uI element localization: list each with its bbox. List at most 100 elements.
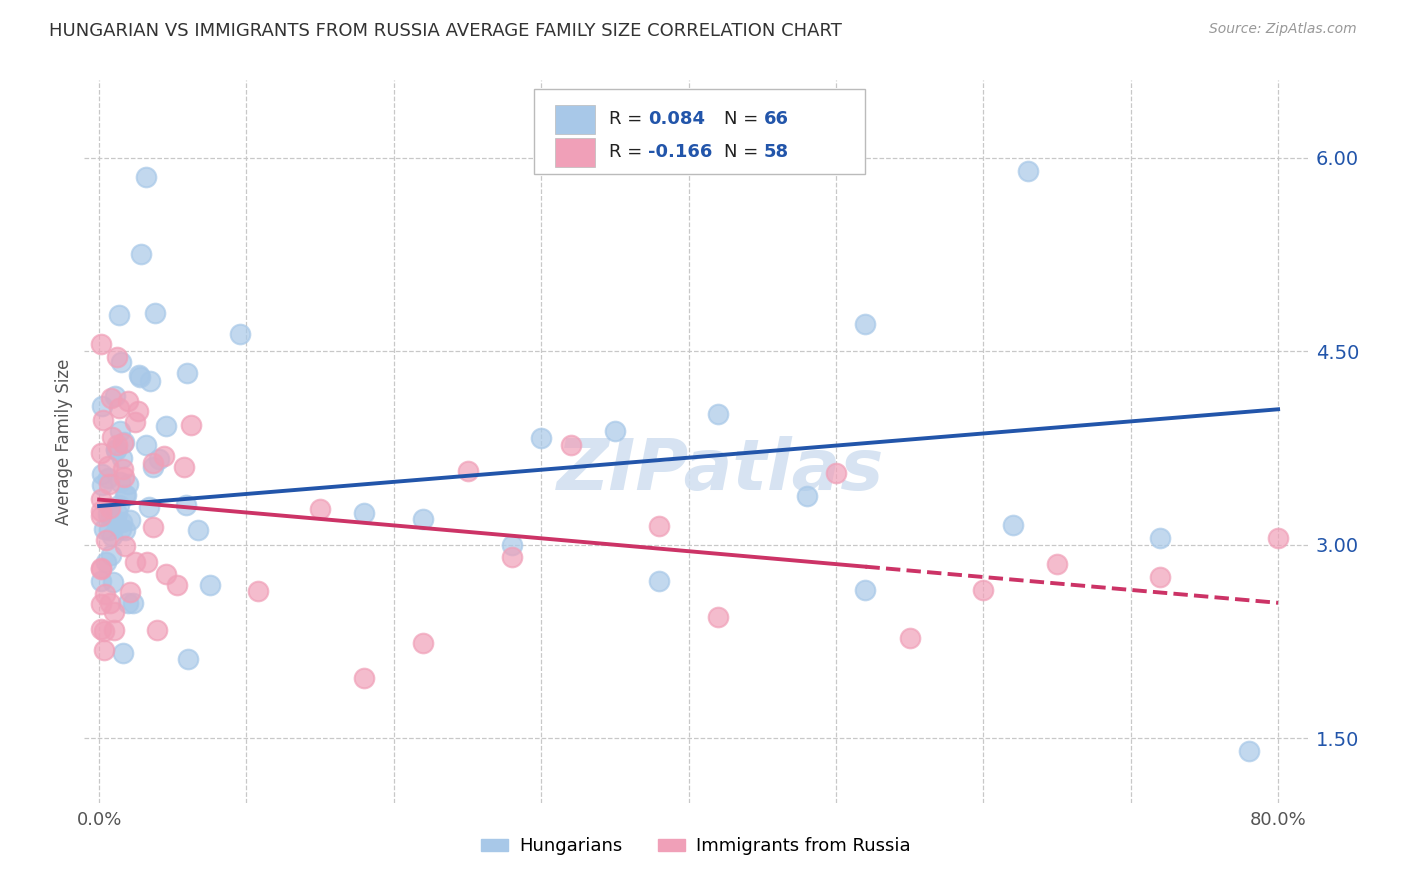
Hungarians bbox=[648, 574, 671, 588]
Immigrants from Russia bbox=[94, 587, 117, 601]
Immigrants from Russia bbox=[97, 458, 120, 473]
Immigrants from Russia bbox=[155, 566, 177, 581]
Hungarians bbox=[111, 515, 134, 529]
Immigrants from Russia bbox=[173, 460, 195, 475]
Text: 0.084: 0.084 bbox=[648, 110, 706, 128]
Hungarians bbox=[105, 514, 128, 528]
Hungarians bbox=[707, 408, 730, 422]
Hungarians bbox=[101, 575, 124, 590]
Legend: Hungarians, Immigrants from Russia: Hungarians, Immigrants from Russia bbox=[474, 830, 918, 863]
Hungarians bbox=[138, 500, 160, 514]
Hungarians bbox=[112, 435, 135, 450]
Hungarians bbox=[142, 459, 165, 474]
Immigrants from Russia bbox=[98, 477, 121, 491]
Hungarians bbox=[105, 442, 128, 456]
Immigrants from Russia bbox=[90, 508, 112, 523]
Hungarians bbox=[97, 507, 120, 521]
Immigrants from Russia bbox=[90, 622, 112, 636]
Immigrants from Russia bbox=[180, 418, 202, 433]
Immigrants from Russia bbox=[90, 446, 112, 460]
Hungarians bbox=[115, 488, 138, 502]
Immigrants from Russia bbox=[114, 540, 136, 554]
Immigrants from Russia bbox=[101, 430, 124, 444]
Hungarians bbox=[128, 368, 150, 382]
Immigrants from Russia bbox=[353, 671, 375, 685]
Text: 58: 58 bbox=[763, 143, 789, 161]
Immigrants from Russia bbox=[103, 605, 125, 619]
Hungarians bbox=[114, 523, 136, 537]
Immigrants from Russia bbox=[707, 609, 730, 624]
Immigrants from Russia bbox=[309, 502, 332, 516]
Immigrants from Russia bbox=[972, 582, 994, 597]
Immigrants from Russia bbox=[100, 392, 122, 406]
Hungarians bbox=[110, 354, 132, 368]
Text: N =: N = bbox=[724, 143, 763, 161]
Hungarians bbox=[122, 596, 145, 610]
Hungarians bbox=[412, 512, 434, 526]
Text: R =: R = bbox=[609, 143, 648, 161]
Hungarians bbox=[107, 499, 129, 513]
Immigrants from Russia bbox=[127, 404, 149, 418]
Immigrants from Russia bbox=[898, 632, 921, 646]
Hungarians bbox=[1017, 163, 1039, 178]
Hungarians bbox=[110, 475, 132, 489]
Immigrants from Russia bbox=[93, 643, 115, 657]
Text: N =: N = bbox=[724, 110, 763, 128]
Hungarians bbox=[117, 596, 139, 610]
Hungarians bbox=[603, 424, 626, 438]
Immigrants from Russia bbox=[457, 464, 479, 478]
Hungarians bbox=[104, 442, 127, 457]
Immigrants from Russia bbox=[246, 584, 269, 599]
Immigrants from Russia bbox=[90, 504, 112, 518]
Text: Source: ZipAtlas.com: Source: ZipAtlas.com bbox=[1209, 22, 1357, 37]
Immigrants from Russia bbox=[112, 436, 135, 450]
Immigrants from Russia bbox=[90, 491, 112, 506]
Immigrants from Russia bbox=[1046, 557, 1069, 571]
Hungarians bbox=[100, 509, 122, 524]
Hungarians bbox=[91, 467, 114, 481]
Immigrants from Russia bbox=[90, 597, 112, 611]
Hungarians bbox=[353, 506, 375, 520]
Immigrants from Russia bbox=[90, 561, 112, 575]
Hungarians bbox=[108, 308, 131, 322]
Hungarians bbox=[143, 306, 166, 320]
Immigrants from Russia bbox=[825, 467, 848, 481]
Hungarians bbox=[111, 646, 134, 660]
Text: R =: R = bbox=[609, 110, 648, 128]
Hungarians bbox=[129, 247, 152, 261]
Immigrants from Russia bbox=[111, 462, 134, 476]
Immigrants from Russia bbox=[103, 623, 125, 637]
Hungarians bbox=[855, 317, 877, 331]
Immigrants from Russia bbox=[648, 518, 671, 533]
Text: HUNGARIAN VS IMMIGRANTS FROM RUSSIA AVERAGE FAMILY SIZE CORRELATION CHART: HUNGARIAN VS IMMIGRANTS FROM RUSSIA AVER… bbox=[49, 22, 842, 40]
Hungarians bbox=[139, 374, 162, 388]
Hungarians bbox=[176, 366, 198, 380]
Hungarians bbox=[90, 574, 112, 588]
Hungarians bbox=[155, 418, 177, 433]
Hungarians bbox=[228, 327, 250, 342]
Immigrants from Russia bbox=[124, 555, 146, 569]
Immigrants from Russia bbox=[1149, 570, 1171, 584]
Hungarians bbox=[501, 538, 523, 552]
Immigrants from Russia bbox=[1267, 531, 1289, 545]
Immigrants from Russia bbox=[501, 550, 523, 565]
Hungarians bbox=[187, 523, 209, 537]
Immigrants from Russia bbox=[166, 578, 188, 592]
Immigrants from Russia bbox=[108, 401, 131, 415]
Text: ZIPatlas: ZIPatlas bbox=[557, 436, 884, 505]
Immigrants from Russia bbox=[117, 394, 139, 409]
Text: -0.166: -0.166 bbox=[648, 143, 713, 161]
Hungarians bbox=[96, 470, 118, 484]
Hungarians bbox=[90, 399, 112, 413]
Hungarians bbox=[105, 506, 128, 520]
Immigrants from Russia bbox=[105, 438, 128, 452]
Hungarians bbox=[117, 476, 139, 491]
Immigrants from Russia bbox=[142, 520, 165, 534]
Hungarians bbox=[135, 438, 157, 452]
Immigrants from Russia bbox=[105, 351, 128, 365]
Immigrants from Russia bbox=[145, 624, 167, 638]
Hungarians bbox=[176, 498, 198, 512]
Hungarians bbox=[128, 369, 150, 384]
Hungarians bbox=[90, 477, 112, 491]
Hungarians bbox=[111, 451, 134, 466]
